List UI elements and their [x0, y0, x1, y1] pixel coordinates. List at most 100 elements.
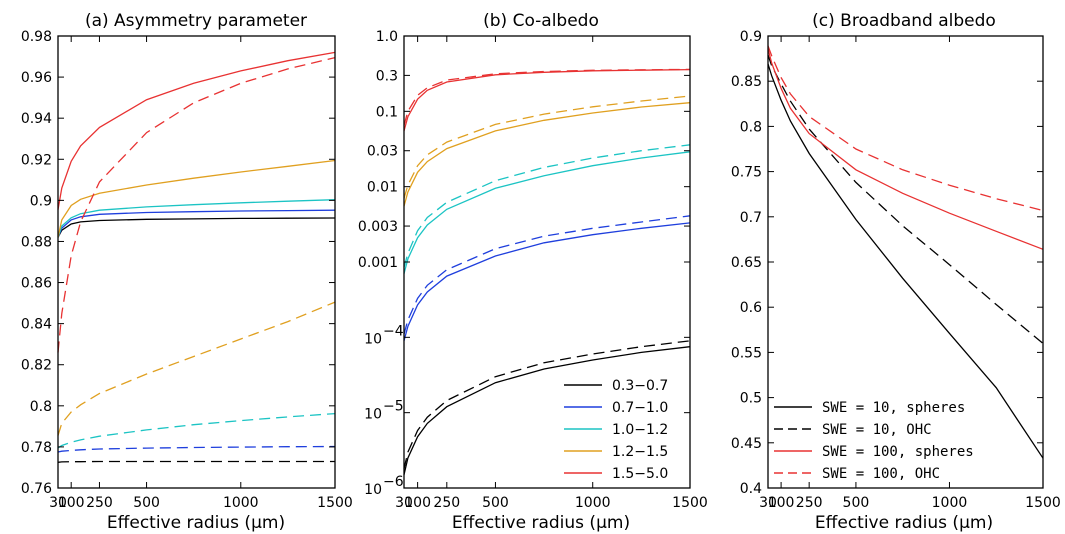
panel-asymmetry-parameter: (a) Asymmetry parameter Effective radius…	[21, 11, 353, 533]
y-tick-label: 0.96	[21, 70, 52, 86]
series-line-1.5-5.0-dashed	[403, 68, 691, 126]
y-tick-label: 0.4	[740, 481, 762, 497]
x-tick-label: 500	[133, 495, 160, 511]
y-tick-label: 0.003	[358, 219, 398, 235]
series-line-1.2-1.5-solid	[57, 159, 336, 238]
y-tick-label-power: 10	[364, 331, 382, 347]
y-tick-label: 0.78	[21, 440, 52, 456]
y-tick-label: 0.75	[731, 165, 762, 181]
x-tick-label: 30	[49, 495, 67, 511]
y-tick-label: 0.3	[376, 68, 398, 84]
series-line-1.0-1.2-dashed	[403, 144, 691, 268]
y-tick-label: 1.0	[376, 29, 398, 45]
series-line-1.0-1.2-solid	[57, 199, 336, 238]
y-tick-label: 0.98	[21, 29, 52, 45]
panel-c-title: (c) Broadband albedo	[812, 11, 996, 31]
x-tick-label: 100	[404, 495, 431, 511]
series-line-1.5-5.0-dashed	[57, 56, 336, 353]
y-tick-label: 0.5	[740, 391, 762, 407]
y-tick-label: 0.8	[740, 119, 762, 135]
series-line-0.3-0.7-solid	[403, 346, 691, 475]
panel-a-title: (a) Asymmetry parameter	[85, 11, 307, 31]
legend-label: SWE = 10, spheres	[822, 400, 965, 416]
series-line-swe100_ohc-dashed	[767, 45, 1044, 212]
series-line-swe10_spheres-solid	[767, 63, 1044, 459]
y-tick-label: 0.86	[21, 276, 52, 292]
x-tick-label: 1500	[317, 495, 353, 511]
panel-a-x-axis-label: Effective radius (μm)	[107, 513, 285, 533]
y-tick-label: 0.45	[731, 436, 762, 452]
x-tick-label: 500	[843, 495, 870, 511]
x-tick-label: 100	[768, 495, 795, 511]
y-tick-label: 0.94	[21, 111, 52, 127]
series-line-0.3-0.7-dashed	[57, 460, 335, 463]
series-line-1.2-1.5-solid	[403, 102, 691, 207]
x-tick-label: 30	[759, 495, 777, 511]
y-tick-label: 0.03	[367, 144, 398, 160]
y-tick-label: 0.82	[21, 358, 52, 374]
legend-label: 0.3−0.7	[612, 378, 668, 394]
series-line-0.7-1.0-solid	[403, 222, 691, 341]
legend-label: 1.2−1.5	[612, 444, 668, 460]
y-tick-label-power: 10	[364, 407, 382, 423]
x-tick-label: 250	[433, 495, 460, 511]
plot-frame	[403, 35, 691, 489]
y-tick-label-exponent: −5	[383, 399, 404, 415]
x-tick-label: 30	[395, 495, 413, 511]
y-tick-label-power: 10	[364, 482, 382, 498]
legend-label: SWE = 100, OHC	[822, 466, 940, 482]
series-line-1.5-5.0-solid	[403, 68, 691, 132]
panel-c-x-axis-label: Effective radius (μm)	[815, 513, 993, 533]
series-line-0.7-1.0-dashed	[403, 215, 691, 335]
series-line-1.0-1.2-solid	[403, 151, 691, 274]
y-tick-label: 0.76	[21, 481, 52, 497]
panel-b-title: (b) Co-albedo	[483, 11, 599, 31]
y-tick-label: 0.65	[731, 255, 762, 271]
y-tick-label: 0.85	[731, 74, 762, 90]
series-line-1.5-5.0-solid	[57, 51, 336, 210]
y-tick-label: 0.7	[740, 210, 762, 226]
y-tick-label: 0.1	[376, 104, 398, 120]
y-tick-label: 0.001	[358, 255, 398, 271]
panel-co-albedo: (b) Co-albedo Effective radius (μm) 3010…	[358, 11, 708, 533]
x-tick-label: 250	[86, 495, 113, 511]
legend-label: 0.7−1.0	[612, 400, 668, 416]
series-line-1.2-1.5-dashed	[57, 301, 336, 436]
x-tick-label: 1500	[1025, 495, 1061, 511]
y-tick-label: 0.84	[21, 317, 52, 333]
legend-label: SWE = 100, spheres	[822, 444, 974, 460]
x-tick-label: 1500	[672, 495, 708, 511]
x-tick-label: 100	[58, 495, 85, 511]
series-line-0.7-1.0-dashed	[57, 445, 336, 453]
x-tick-label: 250	[796, 495, 823, 511]
series-line-0.3-0.7-solid	[57, 217, 336, 238]
panel-b-x-axis-label: Effective radius (μm)	[452, 513, 630, 533]
y-tick-label: 0.88	[21, 234, 52, 250]
y-tick-label: 0.92	[21, 152, 52, 168]
plot-frame	[57, 35, 336, 489]
y-tick-label-exponent: −6	[383, 474, 404, 490]
y-tick-label: 0.8	[30, 399, 52, 415]
y-tick-label: 0.9	[740, 29, 762, 45]
x-tick-label: 1000	[932, 495, 968, 511]
legend-label: SWE = 10, OHC	[822, 422, 932, 438]
series-line-swe100_spheres-solid	[767, 48, 1044, 250]
legend-label: 1.0−1.2	[612, 422, 668, 438]
y-tick-label: 0.6	[740, 300, 762, 316]
x-tick-label: 500	[482, 495, 509, 511]
series-line-1.0-1.2-dashed	[57, 412, 336, 449]
y-tick-label: 0.9	[30, 193, 52, 209]
y-tick-label: 0.01	[367, 180, 398, 196]
y-tick-label: 0.55	[731, 345, 762, 361]
legend-label: 1.5−5.0	[612, 466, 668, 482]
series-line-swe10_ohc-dashed	[767, 54, 1044, 344]
plot-frame	[767, 35, 1044, 489]
y-tick-label-exponent: −4	[383, 323, 404, 339]
series-line-0.3-0.7-dashed	[403, 340, 691, 469]
series-line-1.2-1.5-dashed	[403, 95, 691, 199]
x-tick-label: 1000	[223, 495, 259, 511]
panel-broadband-albedo: (c) Broadband albedo Effective radius (μ…	[731, 11, 1061, 533]
x-tick-label: 1000	[575, 495, 611, 511]
series-line-0.7-1.0-solid	[57, 209, 336, 238]
